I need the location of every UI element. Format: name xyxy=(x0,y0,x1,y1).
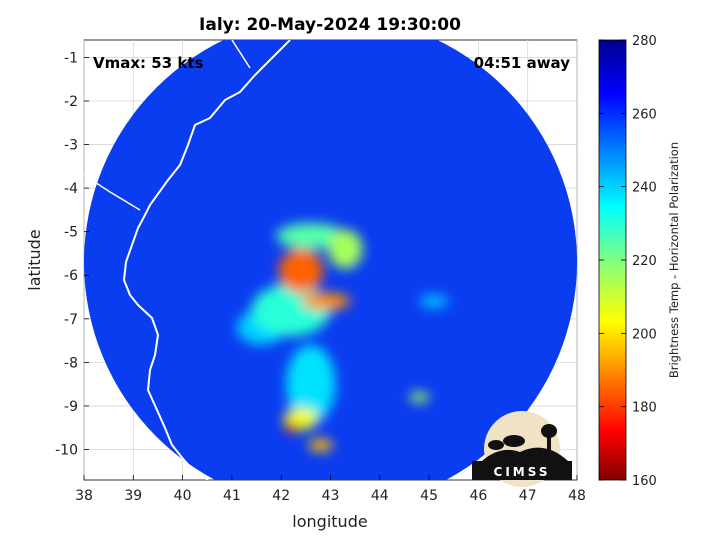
y-tick-label: -10 xyxy=(55,443,78,459)
colorbar-tick-label: 280 xyxy=(632,34,657,49)
swath-layer xyxy=(84,40,577,480)
x-axis-label: longitude xyxy=(292,512,367,531)
colorbar-tick-label: 240 xyxy=(632,181,657,196)
y-axis-ticks: -1 -2 -3 -4 -5 -6 -7 -8 -9 -10 xyxy=(55,50,89,459)
border-line xyxy=(84,174,141,211)
y-tick-label: -5 xyxy=(64,225,78,241)
storm-feature xyxy=(286,344,336,424)
x-tick-label: 41 xyxy=(223,488,241,504)
x-tick-label: 44 xyxy=(371,488,389,504)
chart-title: Ialy: 20-May-2024 19:30:00 xyxy=(199,15,461,35)
x-tick-label: 38 xyxy=(75,488,93,504)
colorbar-tick-label: 160 xyxy=(632,474,657,489)
x-tick-label: 42 xyxy=(272,488,290,504)
x-tick-label: 39 xyxy=(124,488,142,504)
x-tick-label: 46 xyxy=(469,488,487,504)
x-tick-label: 48 xyxy=(568,488,586,504)
storm-feature xyxy=(300,292,351,311)
coastline xyxy=(122,40,291,480)
x-tick-label: 45 xyxy=(420,488,438,504)
y-tick-label: -9 xyxy=(64,399,78,415)
storm-feature xyxy=(285,422,297,433)
y-tick-label: -7 xyxy=(64,312,78,328)
y-tick-label: -4 xyxy=(64,181,78,197)
x-tick-label: 43 xyxy=(322,488,340,504)
colorbar-tick-label: 220 xyxy=(632,254,657,269)
y-axis-label: latitude xyxy=(25,229,44,290)
y-tick-label: -2 xyxy=(64,94,78,110)
microwave-swath xyxy=(84,40,577,480)
storm-feature xyxy=(251,283,331,337)
storm-feature xyxy=(419,294,449,308)
colorbar-tick-label: 200 xyxy=(632,327,657,342)
y-tick-label: -8 xyxy=(64,355,78,371)
cimss-logo: CIMSS xyxy=(472,411,572,487)
border-line-north xyxy=(231,40,251,69)
time-away-annotation: 04:51 away xyxy=(474,54,571,72)
storm-feature xyxy=(308,438,333,452)
y-tick-label: -6 xyxy=(64,268,78,284)
vmax-annotation: Vmax: 53 kts xyxy=(93,54,203,72)
y-tick-label: -1 xyxy=(64,50,78,66)
x-tick-label: 40 xyxy=(174,488,192,504)
storm-feature xyxy=(409,392,430,403)
y-tick-label: -3 xyxy=(64,138,78,154)
colorbar-tick-label: 180 xyxy=(632,401,657,416)
storm-feature xyxy=(328,229,363,269)
storm-features xyxy=(236,222,449,452)
colorbar-ticks: 280 260 240 220 200 180 160 xyxy=(599,34,657,489)
storm-feature xyxy=(276,222,346,250)
colorbar-tick-label: 260 xyxy=(632,107,657,122)
logo-text: CIMSS xyxy=(494,465,551,479)
x-tick-label: 47 xyxy=(519,488,537,504)
storm-feature xyxy=(278,249,324,293)
x-axis-ticks: 38 39 40 41 42 43 44 45 46 47 48 xyxy=(75,475,586,504)
colorbar-label: Brightness Temp - Horizontal Polarizatio… xyxy=(667,142,681,378)
